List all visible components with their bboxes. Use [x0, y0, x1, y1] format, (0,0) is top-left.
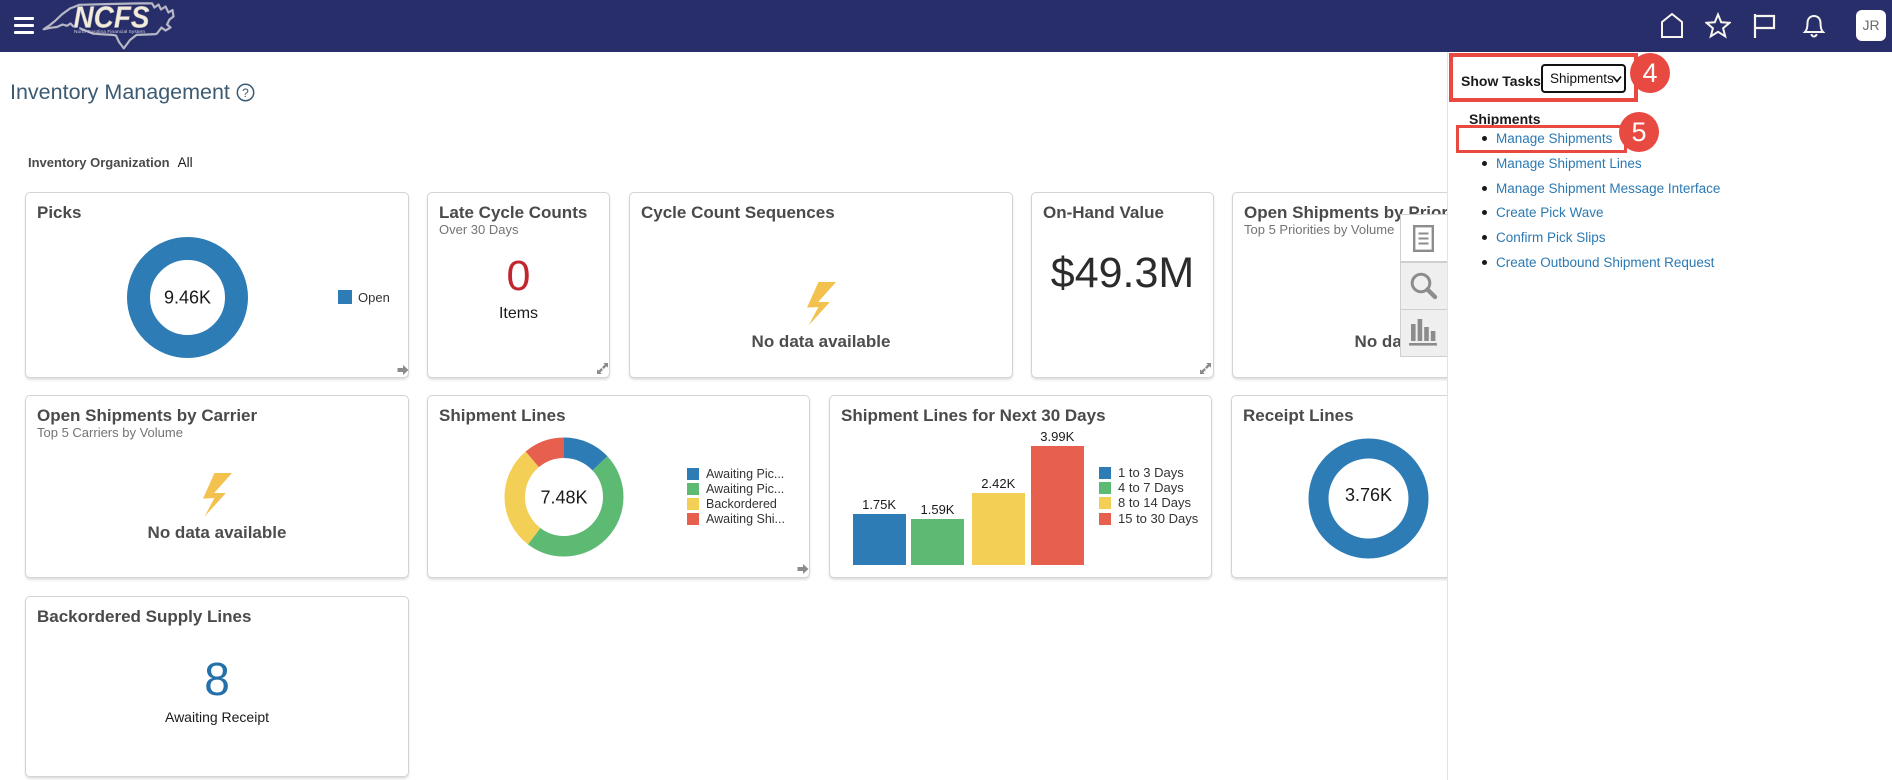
svg-text:7.48K: 7.48K — [540, 488, 587, 508]
svg-text:North Carolina Financial Syste: North Carolina Financial System — [74, 29, 145, 35]
svg-text:?: ? — [242, 86, 249, 100]
svg-text:9.46K: 9.46K — [164, 288, 211, 308]
svg-text:NCFS: NCFS — [75, 1, 151, 36]
svg-text:3.76K: 3.76K — [1345, 485, 1392, 505]
svg-text:NCFS: NCFS — [74, 0, 150, 35]
